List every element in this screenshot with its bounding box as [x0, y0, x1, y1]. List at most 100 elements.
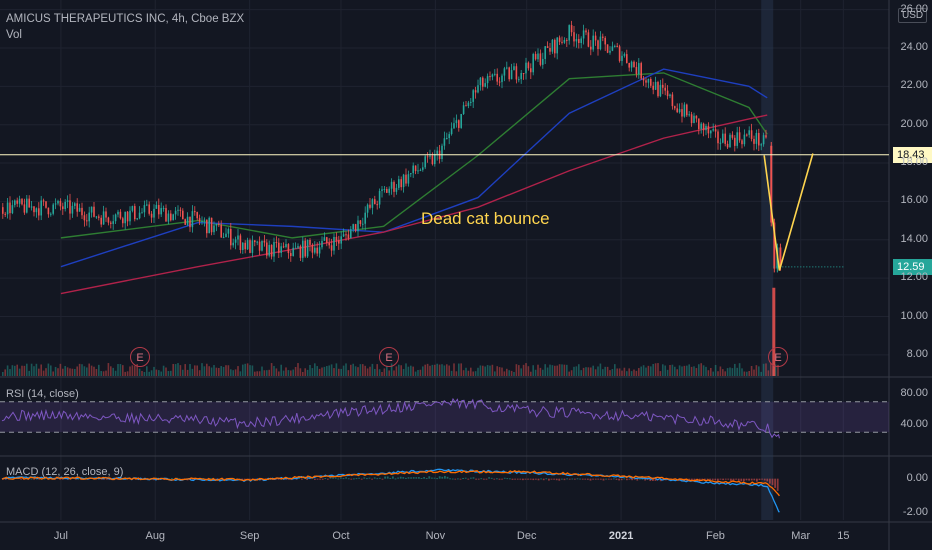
macd-histogram-bar — [761, 478, 763, 480]
volume-bar — [129, 366, 131, 376]
earnings-marker[interactable]: E — [768, 347, 788, 367]
volume-bar — [393, 370, 395, 376]
macd-histogram-bar — [626, 478, 628, 481]
candle-body — [666, 90, 669, 97]
candle-body — [107, 217, 110, 223]
volume-bar — [33, 366, 35, 376]
volume-bar — [405, 363, 407, 376]
candle-body — [179, 209, 182, 211]
price-axis-label: 22.00 — [900, 79, 928, 92]
volume-bar — [645, 367, 647, 376]
macd-series-line — [1, 470, 780, 497]
macd-histogram-bar — [306, 478, 308, 480]
volume-bar — [376, 364, 378, 376]
volume-bar — [537, 364, 539, 376]
macd-histogram-bar — [727, 478, 730, 480]
candle-body — [237, 235, 239, 240]
macd-histogram-bar — [321, 478, 324, 480]
volume-bar — [414, 371, 417, 376]
candle-body — [194, 211, 196, 213]
volume-bar — [50, 365, 52, 376]
volume-bar — [194, 365, 196, 376]
volume-bar — [510, 370, 513, 376]
volume-bar — [112, 367, 114, 376]
currency-label[interactable]: USD — [898, 8, 928, 23]
candle-body — [378, 190, 381, 205]
volume-bar — [150, 370, 153, 376]
volume-bar — [477, 367, 479, 376]
volume-bar — [424, 364, 426, 376]
candle-body — [275, 242, 278, 244]
candle-body — [366, 204, 369, 213]
macd-histogram-bar — [171, 477, 173, 479]
candle-body — [484, 83, 486, 87]
macd-histogram-bar — [654, 478, 657, 481]
candle-body — [150, 213, 153, 218]
candle-body — [110, 222, 112, 224]
candle-body — [357, 220, 359, 232]
candle-body — [333, 236, 335, 251]
price-badge-last: 12.59 — [893, 258, 932, 275]
volume-bar — [429, 365, 431, 376]
candle-body — [606, 44, 609, 53]
macd-histogram-bar — [592, 478, 594, 480]
candle-body — [683, 104, 686, 117]
macd-histogram-bar — [451, 478, 454, 480]
volume-bar — [30, 363, 33, 376]
candle-body — [66, 200, 69, 202]
volume-bar — [198, 370, 201, 376]
volume-bar — [710, 367, 712, 376]
volume-bar — [179, 365, 182, 376]
macd-histogram-bar — [337, 478, 340, 480]
candle-body — [268, 244, 270, 256]
macd-histogram-bar — [519, 478, 522, 480]
time-axis-label: Nov — [425, 530, 446, 542]
candle-body — [318, 247, 321, 254]
volume-bar — [182, 369, 184, 376]
volume-bar — [594, 369, 597, 376]
rsi-label: RSI (14, close) — [6, 388, 79, 400]
candle-body — [167, 213, 170, 222]
candle-body — [738, 132, 741, 141]
earnings-marker[interactable]: E — [130, 347, 150, 367]
macd-histogram-bar — [43, 478, 46, 480]
candle-body — [218, 223, 220, 225]
candle-body — [208, 217, 210, 234]
candle-body — [148, 204, 150, 214]
volume-bar — [290, 370, 292, 376]
volume-bar — [340, 368, 342, 376]
volume-bar — [285, 367, 287, 376]
candle-body — [446, 138, 448, 140]
candle-body — [491, 74, 494, 77]
volume-bar — [573, 366, 575, 376]
macd-histogram-bar — [740, 478, 743, 482]
macd-histogram-bar — [516, 478, 519, 480]
volume-bar — [282, 370, 285, 376]
volume-bar — [760, 371, 762, 376]
macd-histogram-bar — [527, 478, 529, 480]
volume-bar — [64, 366, 66, 376]
candle-body — [328, 242, 330, 246]
earnings-marker[interactable]: E — [379, 347, 399, 367]
volume-bar — [592, 365, 594, 376]
volume-bar — [90, 365, 93, 376]
candle-body — [719, 142, 722, 144]
volume-bar — [395, 366, 398, 376]
macd-histogram-bar — [558, 478, 561, 481]
macd-histogram-bar — [415, 477, 418, 479]
price-axis-label: 16.00 — [900, 194, 928, 207]
volume-bar — [374, 368, 376, 376]
macd-histogram-bar — [506, 478, 509, 480]
time-axis-label: Sep — [239, 530, 260, 542]
price-axis-label: 8.00 — [906, 347, 928, 360]
macd-histogram-bar — [428, 476, 431, 479]
candle-body — [760, 144, 762, 146]
macd-histogram-bar — [581, 478, 584, 480]
candle-body — [518, 79, 520, 81]
macd-histogram-bar — [566, 478, 568, 480]
candle-body — [748, 130, 750, 135]
macd-histogram-bar — [568, 478, 571, 480]
candle-body — [122, 218, 124, 224]
macd-histogram-bar — [431, 477, 433, 479]
